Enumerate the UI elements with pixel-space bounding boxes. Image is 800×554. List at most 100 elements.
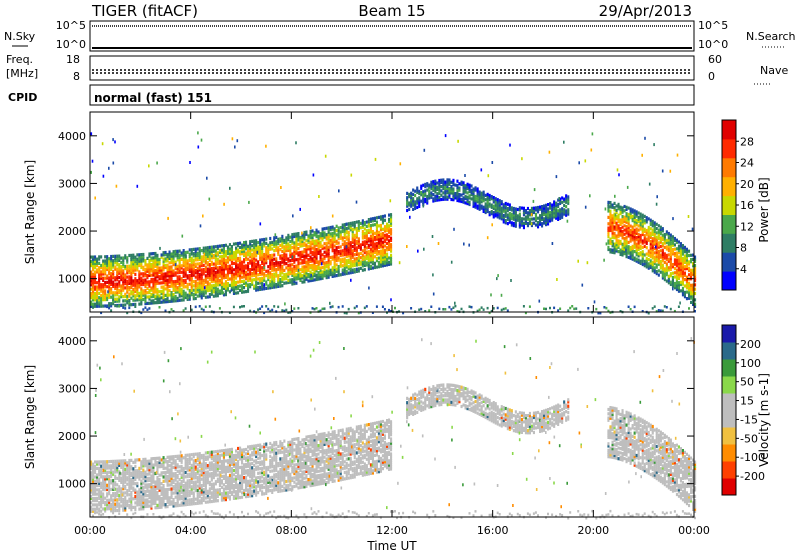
power-cell (194, 256, 197, 260)
power-cell (641, 262, 644, 267)
power-cell (653, 234, 656, 238)
vel-cell (98, 481, 101, 485)
power-cell (214, 255, 217, 259)
power-cell (245, 264, 248, 268)
power-cell (259, 277, 262, 281)
power-cell (621, 225, 624, 229)
power-cell (243, 251, 246, 255)
power-cell (92, 306, 94, 309)
power-cell (333, 237, 336, 242)
power-cell (162, 268, 165, 272)
power-cell (343, 257, 346, 261)
power-cell (239, 269, 242, 273)
power-cell (448, 189, 451, 193)
power-cell (456, 188, 459, 192)
power-cell (613, 225, 616, 229)
colorbar-tick-label: 24 (740, 157, 754, 170)
power-cell (474, 194, 477, 199)
power-cell (273, 236, 276, 240)
power-cell (166, 263, 169, 267)
power-cell (464, 184, 467, 188)
power-cell (446, 189, 449, 193)
power-cell (369, 264, 372, 268)
power-cell (645, 228, 648, 233)
power-cell (621, 219, 624, 223)
power-cell (498, 212, 501, 216)
power-cell (335, 267, 338, 271)
power-cell (681, 248, 684, 252)
power-cell (269, 275, 272, 279)
power-cell (452, 183, 455, 187)
power-cell (438, 185, 441, 189)
power-cell (170, 308, 173, 311)
power-cell (543, 307, 545, 310)
power-cell (420, 191, 423, 195)
power-cell (305, 277, 308, 281)
vel-cell (102, 496, 105, 500)
power-cell (510, 206, 513, 210)
power-cell (226, 267, 229, 271)
power-cell (327, 239, 330, 243)
power-cell (206, 261, 209, 265)
power-cell (371, 247, 374, 251)
power-cell (228, 251, 231, 255)
power-cell (291, 255, 294, 259)
power-cell (543, 210, 546, 214)
power-cell (295, 258, 298, 262)
power-cell (239, 265, 242, 269)
power-cell (226, 269, 229, 273)
power-cell (200, 257, 203, 261)
power-cell (259, 242, 262, 246)
power-cell (317, 277, 320, 281)
power-cell (170, 269, 173, 273)
power-cell (659, 240, 662, 244)
power-cell (275, 246, 278, 250)
power-cell (486, 192, 489, 196)
power-cell (343, 248, 346, 252)
power-cell (313, 231, 316, 235)
power-cell (629, 209, 632, 213)
power-cell (140, 280, 143, 285)
power-cell (492, 307, 495, 310)
power-cell (102, 298, 105, 302)
power-cell (440, 180, 443, 184)
power-cell (261, 281, 264, 285)
power-cell (301, 274, 304, 278)
power-cell (649, 255, 652, 259)
power-cell (657, 224, 660, 228)
power-cell (518, 216, 521, 221)
power-cell (251, 256, 254, 261)
power-cell (136, 264, 139, 268)
power-cell (655, 259, 658, 263)
power-cell (303, 250, 306, 254)
power-cell (651, 252, 654, 256)
power-cell (361, 242, 364, 246)
power-cell (226, 245, 229, 249)
power-cell (694, 266, 697, 270)
power-cell (383, 261, 386, 265)
power-cell (245, 272, 248, 277)
power-cell (112, 282, 115, 286)
power-cell (669, 263, 672, 267)
power-cell (555, 214, 558, 218)
power-cell (345, 250, 348, 254)
vel-cell (92, 469, 95, 473)
power-cell (381, 242, 384, 246)
power-cell (259, 251, 262, 255)
power-cell (341, 268, 344, 272)
power-cell (690, 260, 693, 264)
power-cell (325, 265, 328, 269)
power-cell (335, 250, 338, 254)
power-cell (367, 222, 370, 226)
vel-cell (116, 461, 119, 465)
vel-cell (128, 503, 131, 508)
y-tick-label: 1000 (58, 273, 86, 286)
power-cell (337, 250, 340, 254)
power-cell (96, 287, 99, 291)
power-cell (170, 267, 173, 271)
power-cell (484, 198, 487, 202)
power-cell (359, 262, 362, 266)
power-cell (609, 209, 612, 213)
power-cell (508, 203, 511, 207)
power-cell (635, 214, 638, 218)
